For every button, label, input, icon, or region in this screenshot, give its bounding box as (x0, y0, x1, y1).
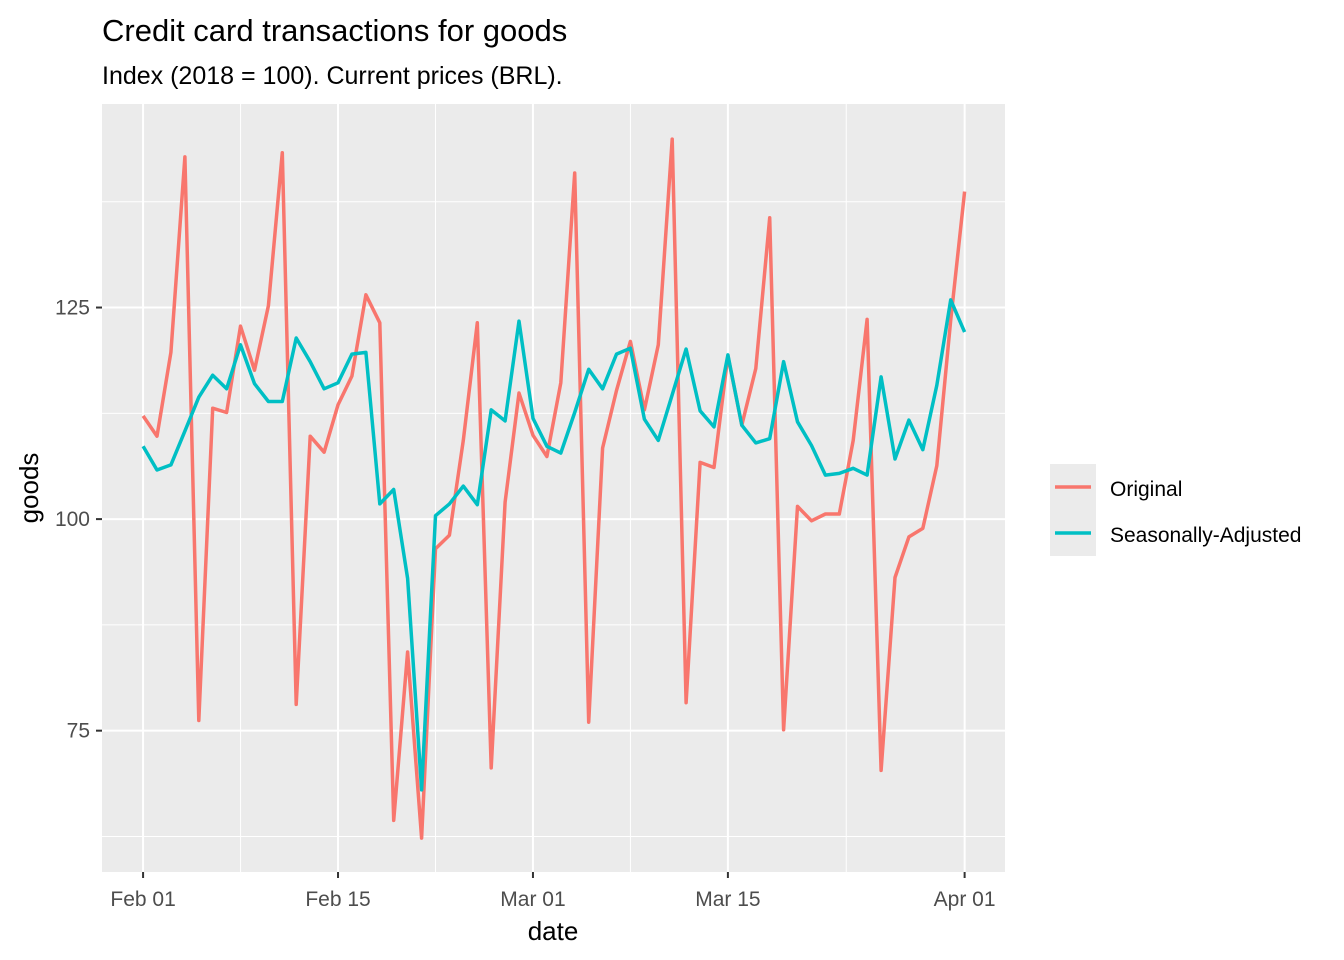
y-tick-label: 100 (55, 508, 90, 531)
x-axis-label: date (528, 916, 579, 946)
legend: Original Seasonally-Adjusted (1050, 464, 1301, 556)
plot-panel (102, 104, 1005, 872)
legend-label-seasonally-adjusted: Seasonally-Adjusted (1110, 524, 1301, 547)
x-axis: Feb 01 Feb 15 Mar 01 Mar 15 Apr 01 (110, 872, 996, 911)
y-tick-label: 75 (67, 720, 90, 743)
x-tick-label: Feb 01 (110, 888, 175, 911)
grid (102, 104, 1005, 872)
x-tick-label: Feb 15 (305, 888, 370, 911)
y-axis-label: goods (14, 453, 44, 524)
series-line-seasonally-adjusted (141, 298, 967, 792)
chart-title: Credit card transactions for goods (102, 13, 567, 48)
series-lines (141, 137, 967, 840)
x-tick-label: Apr 01 (934, 888, 996, 911)
chart-subtitle: Index (2018 = 100). Current prices (BRL)… (102, 62, 563, 90)
y-tick-label: 125 (55, 297, 90, 320)
x-tick-label: Mar 15 (695, 888, 760, 911)
series-line-original (141, 137, 967, 840)
y-axis: 75 100 125 (55, 297, 102, 743)
legend-label-original: Original (1110, 478, 1182, 501)
x-tick-label: Mar 01 (500, 888, 565, 911)
